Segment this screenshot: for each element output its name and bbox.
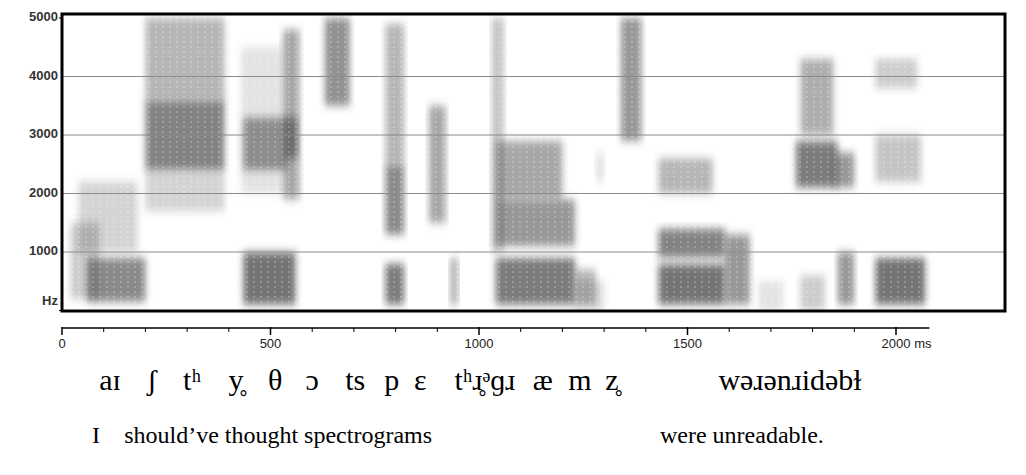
phonetic-segment: θ (268, 363, 282, 396)
phonetic-segment: m (568, 363, 591, 396)
plot-frame (62, 14, 1005, 311)
phonetic-segment: ɔ (306, 363, 319, 396)
tick-mark (687, 327, 689, 335)
y-tick-label: 5000 (29, 9, 58, 24)
phonetic-segment: ɛ (414, 363, 427, 396)
phonetic-segment: æ (533, 363, 553, 396)
x-tick-label: 1000 (465, 336, 494, 351)
plot-background (62, 14, 1005, 311)
minor-tick (145, 328, 146, 332)
minor-tick (187, 328, 188, 332)
minor-tick (562, 328, 563, 332)
grid-line (62, 135, 1005, 136)
minor-tick (604, 328, 605, 332)
gloss: I (92, 422, 100, 448)
x-tick-label: 2000 ms (882, 336, 932, 351)
x-tick-label: 500 (260, 336, 282, 351)
tick-mark (895, 327, 897, 335)
y-tick-label: 3000 (29, 126, 58, 141)
grid-line (62, 76, 1005, 77)
minor-tick (854, 328, 855, 332)
x-tick-label: 0 (58, 336, 65, 351)
gloss: were unreadable. (660, 422, 824, 448)
minor-tick (103, 328, 104, 332)
tick-mark (478, 327, 480, 335)
spectrogram (62, 14, 1005, 311)
phonetic-segment: ts (345, 363, 365, 396)
phonetic-segment: tʰ (183, 363, 201, 396)
tick-mark (61, 327, 63, 335)
y-tick-label: 2000 (29, 185, 58, 200)
figure: Hz 1000 2000 3000 4000 5000 0 500 1000 1500 2000 m… (0, 0, 1026, 475)
x-axis (62, 327, 929, 329)
phonetic-segment: z̥ (605, 363, 621, 397)
gloss: should’ve thought spectrograms (124, 422, 432, 448)
minor-tick (395, 328, 396, 332)
phonetic-segment: aɪ (99, 363, 121, 396)
minor-tick (437, 328, 438, 332)
minor-tick (353, 328, 354, 332)
phonetic-segment: ʃ (146, 363, 158, 396)
minor-tick (228, 328, 229, 332)
phonetic-segment: wəɹənɹidəbɫ (718, 363, 861, 396)
minor-tick (812, 328, 813, 332)
grid-line (62, 252, 1005, 253)
minor-tick (770, 328, 771, 332)
grid-line (62, 193, 1005, 194)
phonetic-segment: tʰɹ̥ᵊɡɹ (455, 363, 516, 397)
minor-tick (520, 328, 521, 332)
texture (62, 14, 1005, 311)
x-tick-label: 1500 (673, 336, 702, 351)
phonetic-segment: p (384, 363, 399, 396)
tick-mark (270, 327, 272, 335)
y-tick-label: Hz (42, 293, 58, 308)
phonetic-segment: y̥ (228, 363, 246, 397)
minor-tick (645, 328, 646, 332)
y-tick-label: 4000 (29, 68, 58, 83)
y-tick-label: 1000 (29, 243, 58, 258)
minor-tick (729, 328, 730, 332)
minor-tick (312, 328, 313, 332)
